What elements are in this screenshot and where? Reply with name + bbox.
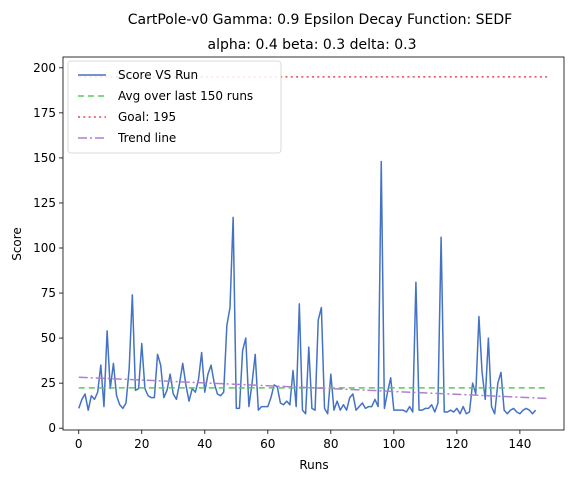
legend-label-goal-195: Goal: 195	[118, 110, 176, 124]
y-tick-label: 200	[33, 61, 56, 75]
y-tick-label: 75	[41, 286, 56, 300]
legend: Score VS Run Avg over last 150 runs Goal: …	[67, 60, 282, 154]
y-axis-label: Score	[10, 227, 24, 261]
series-line-trend-line	[78, 376, 549, 400]
x-tick-label: 100	[382, 437, 405, 451]
y-tick-label: 100	[33, 241, 56, 255]
series-line-score-vs-run	[78, 160, 537, 415]
legend-box	[67, 60, 282, 154]
legend-label-avg-over-last-150-runs: Avg over last 150 runs	[118, 89, 253, 103]
y-tick-label: 50	[41, 331, 56, 345]
y-tick-label: 150	[33, 151, 56, 165]
chart-title: CartPole-v0 Gamma: 0.9 Epsilon Decay Fun…	[128, 12, 512, 28]
x-tick-label: 20	[134, 437, 149, 451]
y-tick-label: 175	[33, 106, 56, 120]
x-tick-label: 120	[445, 437, 468, 451]
plot-frame	[62, 56, 565, 431]
x-tick-label: 140	[508, 437, 531, 451]
x-axis-label: Runs	[299, 458, 328, 472]
x-tick-label: 60	[260, 437, 275, 451]
plot-area: 0 20 40 60 80 100 120 140 0 25 50 75 100 125 150 175 200	[33, 56, 565, 451]
x-tick-label: 80	[323, 437, 338, 451]
x-tick-label: 0	[75, 437, 83, 451]
y-tick-label: 0	[48, 421, 56, 435]
chart-subtitle: alpha: 0.4 beta: 0.3 delta: 0.3	[207, 37, 416, 53]
y-tick-label: 125	[33, 196, 56, 210]
y-tick-label: 25	[41, 376, 56, 390]
x-tick-label: 40	[197, 437, 212, 451]
legend-label-trend-line: Trend line	[117, 131, 176, 145]
legend-label-score-vs-run: Score VS Run	[118, 68, 198, 82]
